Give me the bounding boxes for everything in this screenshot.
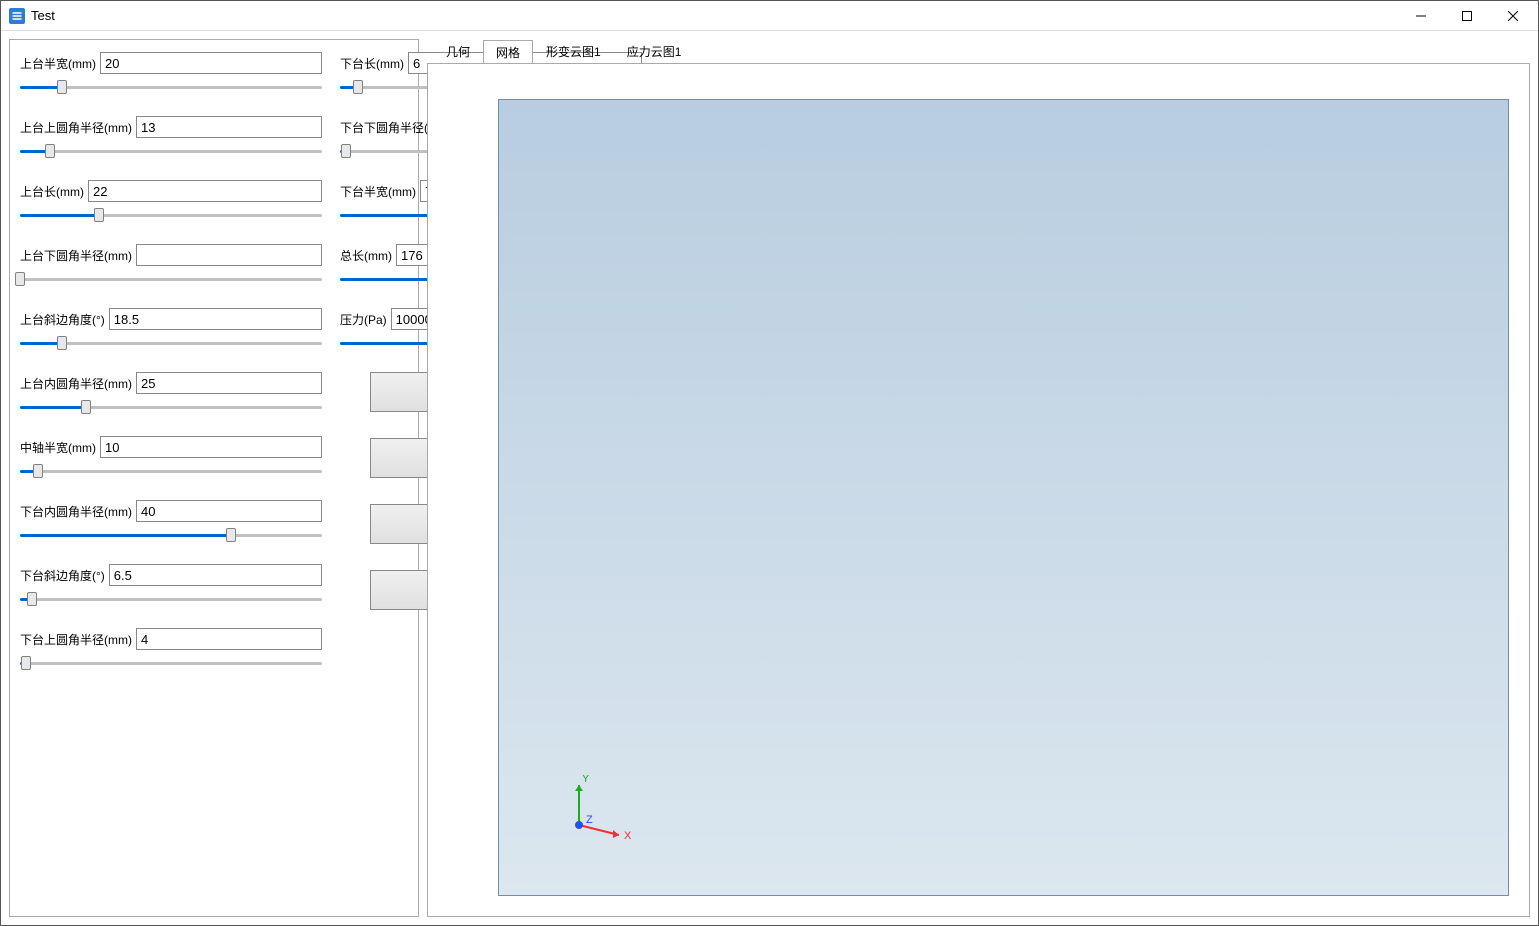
close-button[interactable] — [1490, 2, 1536, 30]
axis-gizmo: X Y Z — [569, 775, 639, 845]
param-L7: 下台内圆角半径(mm) — [20, 500, 322, 542]
param-input[interactable] — [136, 500, 322, 522]
view-panel: 几何网格形变云图1应力云图1 X Y Z — [427, 39, 1530, 917]
param-input[interactable] — [109, 564, 322, 586]
param-slider[interactable] — [20, 464, 322, 478]
param-input[interactable] — [100, 436, 322, 458]
param-input[interactable] — [88, 180, 322, 202]
svg-text:Z: Z — [586, 814, 593, 826]
param-label: 下台上圆角半径(mm) — [20, 631, 132, 648]
param-label: 下台半宽(mm) — [340, 183, 416, 200]
param-input[interactable] — [100, 52, 322, 74]
param-L6: 中轴半宽(mm) — [20, 436, 322, 478]
param-L3: 上台下圆角半径(mm) — [20, 244, 322, 286]
param-label: 上台下圆角半径(mm) — [20, 247, 132, 264]
param-label: 下台内圆角半径(mm) — [20, 503, 132, 520]
param-slider[interactable] — [20, 80, 322, 94]
param-label: 中轴半宽(mm) — [20, 439, 96, 456]
minimize-button[interactable] — [1398, 2, 1444, 30]
tab-bar: 几何网格形变云图1应力云图1 — [427, 39, 1530, 63]
param-input[interactable] — [136, 244, 322, 266]
window-title: Test — [31, 8, 55, 23]
param-L4: 上台斜边角度(°) — [20, 308, 322, 350]
tab-1[interactable]: 网格 — [483, 40, 533, 64]
maximize-button[interactable] — [1444, 2, 1490, 30]
param-label: 总长(mm) — [340, 247, 392, 264]
tab-2[interactable]: 形变云图1 — [533, 39, 614, 63]
viewport-3d[interactable]: X Y Z — [498, 99, 1509, 896]
param-L2: 上台长(mm) — [20, 180, 322, 222]
param-slider[interactable] — [20, 336, 322, 350]
param-L9: 下台上圆角半径(mm) — [20, 628, 322, 670]
param-L0: 上台半宽(mm) — [20, 52, 322, 94]
param-L5: 上台内圆角半径(mm) — [20, 372, 322, 414]
param-slider[interactable] — [20, 592, 322, 606]
param-input[interactable] — [136, 116, 322, 138]
param-input[interactable] — [109, 308, 322, 330]
mesh-rendering — [499, 100, 1508, 895]
parameter-panel: 上台半宽(mm)下台长(mm)上台上圆角半径(mm)下台下圆角半径(mm)上台长… — [9, 39, 419, 917]
svg-text:Y: Y — [582, 775, 590, 785]
param-input[interactable] — [136, 372, 322, 394]
tab-page-mesh: X Y Z — [427, 63, 1530, 917]
svg-text:X: X — [624, 830, 632, 842]
param-slider[interactable] — [20, 272, 322, 286]
param-input[interactable] — [136, 628, 322, 650]
param-slider[interactable] — [20, 656, 322, 670]
param-label: 下台长(mm) — [340, 55, 404, 72]
param-slider[interactable] — [20, 400, 322, 414]
param-label: 上台长(mm) — [20, 183, 84, 200]
param-label: 上台斜边角度(°) — [20, 311, 105, 328]
param-slider[interactable] — [20, 208, 322, 222]
param-L1: 上台上圆角半径(mm) — [20, 116, 322, 158]
param-label: 压力(Pa) — [340, 311, 387, 328]
param-label: 下台斜边角度(°) — [20, 567, 105, 584]
viewport-toolbar — [499, 100, 507, 134]
param-L8: 下台斜边角度(°) — [20, 564, 322, 606]
titlebar: Test — [1, 1, 1538, 31]
app-icon — [9, 8, 25, 24]
param-slider[interactable] — [20, 144, 322, 158]
param-label: 上台上圆角半径(mm) — [20, 119, 132, 136]
tab-0[interactable]: 几何 — [433, 39, 483, 63]
param-label: 上台半宽(mm) — [20, 55, 96, 72]
param-slider[interactable] — [20, 528, 322, 542]
param-label: 上台内圆角半径(mm) — [20, 375, 132, 392]
tab-3[interactable]: 应力云图1 — [614, 39, 695, 63]
